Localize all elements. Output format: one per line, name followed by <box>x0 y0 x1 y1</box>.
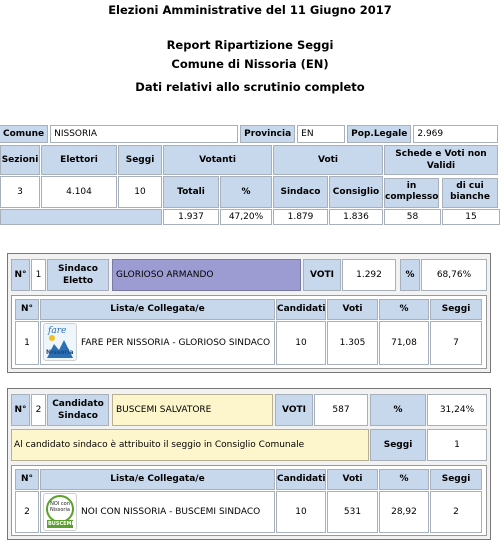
candidate-2-seggi-label: Seggi <box>370 429 426 461</box>
comune-value: NISSORIA <box>50 125 239 143</box>
logo-text-bottom: Nissoria <box>46 349 74 356</box>
noi-con-nissoria-logo: NOI con Nissoria BUSCEMI <box>43 493 77 531</box>
sezioni-header-cell: Sezioni <box>0 145 40 175</box>
votanti-header-cell: Votanti <box>163 145 272 175</box>
logo-text-top: fare <box>48 326 67 336</box>
elettori-header-cell: Elettori <box>41 145 117 175</box>
stats-grid: Sezioni Elettori Seggi Votanti Voti Sche… <box>0 143 500 225</box>
list-2-name: NOI CON NISSORIA - BUSCEMI SINDACO <box>81 507 261 517</box>
candidate-2-pct-value: 31,24% <box>427 394 487 426</box>
list-header-n: N° <box>15 299 39 320</box>
list-2-candidati: 10 <box>276 491 326 533</box>
elettori-cell: 4.104 <box>41 176 117 208</box>
pct-value: 47,20% <box>220 209 272 225</box>
candidate-1-n-value: 1 <box>31 259 46 291</box>
bianche-header: di cui bianche <box>442 178 498 208</box>
candidate-2-name: BUSCEMI SALVATORE <box>112 394 273 426</box>
consiglio-value: 1.836 <box>329 209 383 225</box>
list-header-candidati: Candidati <box>276 299 326 320</box>
pop-legale-value: 2.969 <box>413 125 498 143</box>
candidate-1-block: N° 1 Sindaco Eletto GLORIOSO ARMANDO VOT… <box>7 253 491 373</box>
list-header-voti: Voti <box>327 299 378 320</box>
provincia-label: Provincia <box>240 125 296 143</box>
candidate-1-lists-table: N° Lista/e Collegata/e Candidati Voti % … <box>11 295 487 369</box>
candidate-2-voti-value: 587 <box>314 394 368 426</box>
bianche-value: 15 <box>442 209 500 225</box>
list-header-name: Lista/e Collegata/e <box>40 469 275 490</box>
list-1-seggi: 7 <box>430 321 482 365</box>
in-complesso-header: in complesso <box>384 178 439 208</box>
sezioni-cell: 3 <box>0 176 40 208</box>
list-1-cell: fare Nissoria FARE PER NISSORIA - GLORIO… <box>40 321 275 365</box>
provincia-value: EN <box>297 125 346 143</box>
pct-header: % <box>220 176 272 208</box>
seat-note: Al candidato sindaco è attribuito il seg… <box>11 429 369 461</box>
logo-text-top: NOI con Nissoria <box>50 501 70 513</box>
candidate-1-role: Sindaco Eletto <box>47 259 109 291</box>
comune-label: Comune <box>0 125 49 143</box>
list-2-voti: 531 <box>327 491 378 533</box>
list-1-name: FARE PER NISSORIA - GLORIOSO SINDACO <box>81 338 271 348</box>
list-1-voti: 1.305 <box>327 321 378 365</box>
list-header-seggi: Seggi <box>430 469 482 490</box>
sindaco-value: 1.879 <box>273 209 328 225</box>
voti-header-cell: Voti <box>273 145 383 175</box>
list-header-name: Lista/e Collegata/e <box>40 299 275 320</box>
candidate-1-n-label: N° <box>11 259 30 291</box>
list-header-n: N° <box>15 469 39 490</box>
list-2-seggi: 2 <box>430 491 482 533</box>
list-1-pct: 71,08 <box>379 321 429 365</box>
in-complesso-value: 58 <box>384 209 441 225</box>
pop-legale-label: Pop.Legale <box>347 125 412 143</box>
list-2-cell: NOI con Nissoria BUSCEMI NOI CON NISSORI… <box>40 491 275 533</box>
sindaco-header: Sindaco <box>273 176 328 208</box>
totali-header: Totali <box>163 176 219 208</box>
candidate-2-n-label: N° <box>11 394 30 426</box>
list-header-seggi: Seggi <box>430 299 482 320</box>
candidate-2-seggi-value: 1 <box>427 429 487 461</box>
list-1-n: 1 <box>15 321 39 365</box>
candidate-1-pct-label: % <box>400 259 420 291</box>
summary-row-spacer <box>0 209 162 225</box>
schede-header-cell: Schede e Voti non Validi <box>384 145 498 175</box>
list-header-voti: Voti <box>327 469 378 490</box>
candidate-2-voti-label: VOTI <box>275 394 313 426</box>
list-2-n: 2 <box>15 491 39 533</box>
candidate-1-voti-value: 1.292 <box>342 259 396 291</box>
report-subtitle: Report Ripartizione Seggi <box>166 38 334 52</box>
consiglio-header: Consiglio <box>329 176 383 208</box>
candidate-2-block: N° 2 Candidato Sindaco BUSCEMI SALVATORE… <box>7 388 491 540</box>
candidate-2-n-value: 2 <box>31 394 46 426</box>
logo-text-bottom: BUSCEMI <box>48 521 74 527</box>
report-title: Elezioni Amministrative del 11 Giugno 20… <box>108 3 392 17</box>
list-2-pct: 28,92 <box>379 491 429 533</box>
seggi-cell: 10 <box>118 176 162 208</box>
candidate-1-pct-value: 68,76% <box>421 259 487 291</box>
list-header-pct: % <box>379 469 429 490</box>
fare-nissoria-logo: fare Nissoria <box>43 323 77 361</box>
candidate-1-name: GLORIOSO ARMANDO <box>112 259 301 291</box>
candidate-1-voti-label: VOTI <box>303 259 341 291</box>
candidate-2-lists-table: N° Lista/e Collegata/e Candidati Voti % … <box>11 465 487 536</box>
list-1-candidati: 10 <box>276 321 326 365</box>
scrutinio-heading: Dati relativi allo scrutinio completo <box>135 80 365 94</box>
list-header-candidati: Candidati <box>276 469 326 490</box>
comune-heading: Comune di Nissoria (EN) <box>171 57 329 71</box>
totali-value: 1.937 <box>163 209 219 225</box>
comune-info-table: Comune NISSORIA Provincia EN Pop.Legale … <box>0 123 500 145</box>
list-header-pct: % <box>379 299 429 320</box>
seggi-header-cell: Seggi <box>118 145 162 175</box>
candidate-2-pct-label: % <box>370 394 426 426</box>
candidate-2-role: Candidato Sindaco <box>47 394 109 426</box>
